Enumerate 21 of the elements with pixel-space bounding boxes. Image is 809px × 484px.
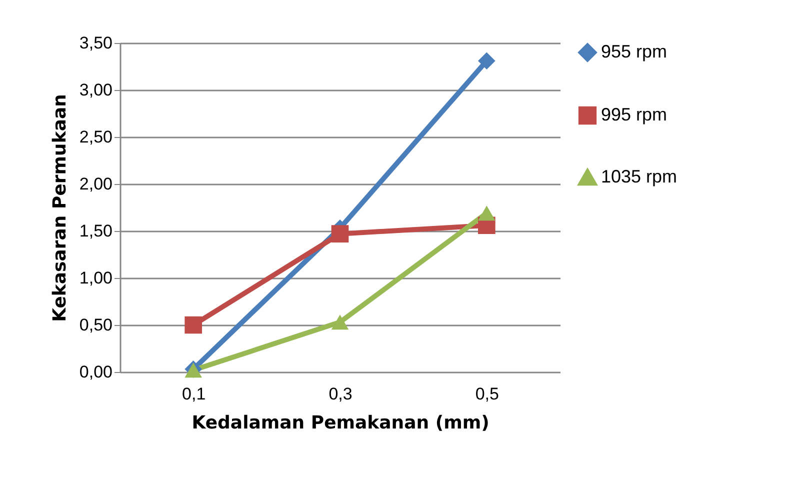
- point: [184, 316, 202, 334]
- y-tick-label: 2,50: [79, 128, 112, 146]
- y-tick-label: 3,50: [79, 34, 112, 52]
- y-tick-label: 3,00: [79, 80, 112, 100]
- point: [478, 206, 496, 221]
- y-axis-title: Kekasaran Permukaan: [49, 94, 70, 322]
- x-tick-label: 0,3: [328, 384, 352, 404]
- point: [478, 52, 496, 70]
- x-tick-label: 0,5: [475, 384, 499, 404]
- x-tick-label: 0,1: [182, 384, 206, 404]
- y-tick-label: 0,00: [79, 362, 112, 382]
- y-tick-label: 1,00: [79, 268, 112, 288]
- y-tick-label: 1,50: [79, 222, 112, 240]
- x-axis-title: Kedalaman Pemakanan (mm): [192, 412, 490, 434]
- point: [331, 225, 349, 242]
- point: [331, 314, 349, 330]
- y-tick-label: 0,50: [79, 316, 112, 334]
- y-tick-label: 2,00: [79, 174, 112, 194]
- legend-label: 995 rpm: [601, 104, 668, 124]
- legend-label: 955 rpm: [601, 42, 668, 62]
- legend-label: 1035 rpm: [601, 166, 678, 186]
